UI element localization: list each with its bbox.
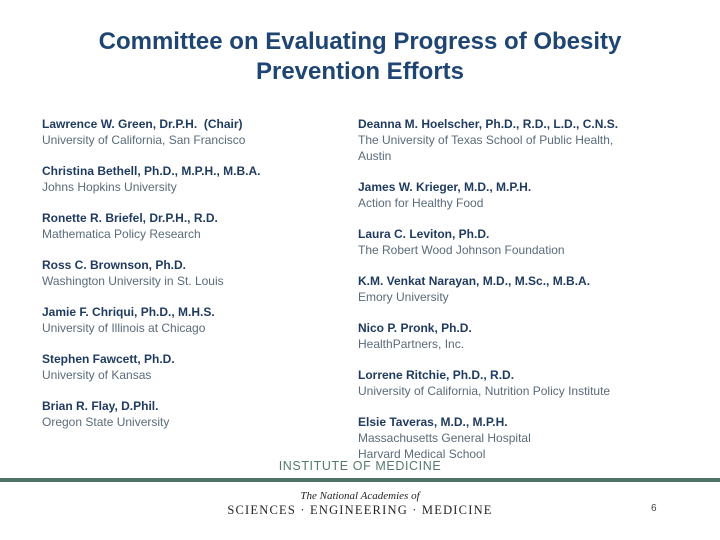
member-entry: Jamie F. Chriqui, Ph.D., M.H.S. Universit… bbox=[42, 304, 358, 336]
member-entry: Ross C. Brownson, Ph.D. Washington Univer… bbox=[42, 257, 358, 289]
institute-of-medicine-label: INSTITUTE OF MEDICINE bbox=[278, 459, 442, 473]
member-name: Christina Bethell, Ph.D., M.P.H., M.B.A. bbox=[42, 164, 261, 178]
member-affiliation: Action for Healthy Food bbox=[358, 196, 484, 210]
member-name: James W. Krieger, M.D., M.P.H. bbox=[358, 180, 532, 194]
member-affiliation: University of Kansas bbox=[42, 368, 152, 382]
member-entry: James W. Krieger, M.D., M.P.H. Action for… bbox=[358, 179, 704, 211]
member-name: Lorrene Ritchie, Ph.D., R.D. bbox=[358, 368, 515, 382]
member-name: Ross C. Brownson, Ph.D. bbox=[42, 258, 187, 272]
member-entry: Deanna M. Hoelscher, Ph.D., R.D., L.D., … bbox=[358, 116, 704, 164]
member-entry: K.M. Venkat Narayan, M.D., M.Sc., M.B.A.… bbox=[358, 273, 704, 305]
slide-title-line1: Committee on Evaluating Progress of Obes… bbox=[98, 28, 622, 55]
member-name: Ronette R. Briefel, Dr.P.H., R.D. bbox=[42, 211, 218, 225]
member-affiliation: Mathematica Policy Research bbox=[42, 227, 201, 241]
member-column-left: Lawrence W. Green, Dr.P.H. (Chair) Univer… bbox=[42, 116, 358, 477]
member-affiliation: Austin bbox=[358, 149, 392, 163]
member-entry: Ronette R. Briefel, Dr.P.H., R.D. Mathema… bbox=[42, 210, 358, 242]
member-entry: Brian R. Flay, D.Phil. Oregon State Unive… bbox=[42, 398, 358, 430]
member-entry: Elsie Taveras, M.D., M.P.H. Massachusetts… bbox=[358, 414, 704, 462]
page-number: 6 bbox=[651, 503, 657, 514]
logo-wordmark: SCIENCES · ENGINEERING · MEDICINE bbox=[227, 503, 493, 517]
member-name: K.M. Venkat Narayan, M.D., M.Sc., M.B.A. bbox=[358, 274, 591, 288]
member-name: Elsie Taveras, M.D., M.P.H. bbox=[358, 415, 508, 429]
logo-tagline: The National Academies of bbox=[300, 490, 420, 502]
member-entry: Laura C. Leviton, Ph.D. The Robert Wood J… bbox=[358, 226, 704, 258]
member-entry: Lawrence W. Green, Dr.P.H. (Chair) Univer… bbox=[42, 116, 358, 148]
member-name: Stephen Fawcett, Ph.D. bbox=[42, 352, 175, 366]
member-affiliation: University of Illinois at Chicago bbox=[42, 321, 206, 335]
member-entry: Nico P. Pronk, Ph.D. HealthPartners, Inc. bbox=[358, 320, 704, 352]
member-name: Laura C. Leviton, Ph.D. bbox=[358, 227, 490, 241]
member-column-right: Deanna M. Hoelscher, Ph.D., R.D., L.D., … bbox=[358, 116, 704, 477]
member-affiliation: Oregon State University bbox=[42, 415, 170, 429]
member-affiliation: HealthPartners, Inc. bbox=[358, 337, 465, 351]
slide-title-line2: Prevention Efforts bbox=[255, 58, 465, 85]
slide-title: Committee on Evaluating Progress of Obes… bbox=[0, 27, 720, 87]
member-affiliation: Washington University in St. Louis bbox=[42, 274, 224, 288]
member-affiliation: The Robert Wood Johnson Foundation bbox=[358, 243, 565, 257]
member-entry: Lorrene Ritchie, Ph.D., R.D. University o… bbox=[358, 367, 704, 399]
member-affiliation: University of California, San Francisco bbox=[42, 133, 246, 147]
member-affiliation: The University of Texas School of Public… bbox=[358, 133, 614, 147]
member-affiliation: Massachusetts General Hospital bbox=[358, 431, 531, 445]
member-name: Nico P. Pronk, Ph.D. bbox=[358, 321, 472, 335]
national-academies-logo: The National Academies of SCIENCES · ENG… bbox=[0, 490, 720, 518]
member-affiliation: Emory University bbox=[358, 290, 449, 304]
member-name: Jamie F. Chriqui, Ph.D., M.H.S. bbox=[42, 305, 215, 319]
member-name: Deanna M. Hoelscher, Ph.D., R.D., L.D., … bbox=[358, 117, 619, 131]
committee-member-columns: Lawrence W. Green, Dr.P.H. (Chair) Univer… bbox=[42, 116, 704, 477]
member-name: Brian R. Flay, D.Phil. bbox=[42, 399, 159, 413]
member-affiliation: Johns Hopkins University bbox=[42, 180, 177, 194]
member-affiliation: Harvard Medical School bbox=[358, 447, 486, 461]
member-entry: Christina Bethell, Ph.D., M.P.H., M.B.A.… bbox=[42, 163, 358, 195]
member-entry: Stephen Fawcett, Ph.D. University of Kans… bbox=[42, 351, 358, 383]
member-affiliation: University of California, Nutrition Poli… bbox=[358, 384, 611, 398]
member-name: Lawrence W. Green, Dr.P.H. (Chair) bbox=[42, 117, 243, 131]
footer-divider-bar bbox=[0, 478, 720, 482]
